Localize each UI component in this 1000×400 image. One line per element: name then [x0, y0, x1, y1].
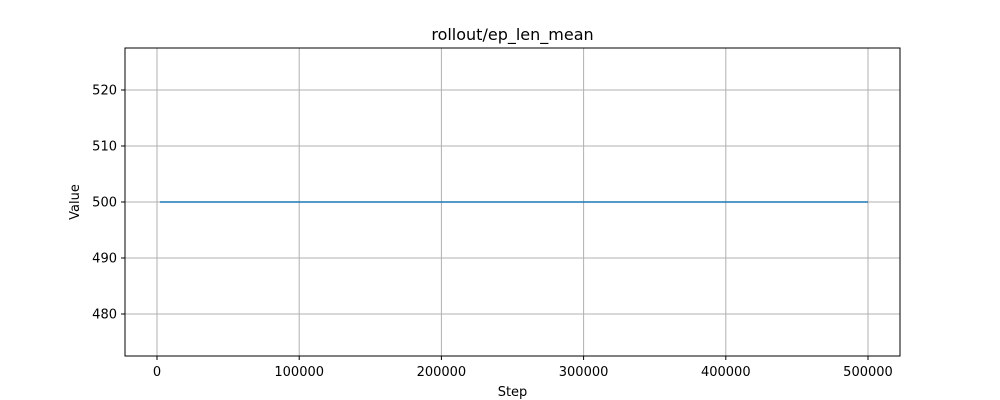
y-tick-label: 480: [92, 308, 117, 323]
x-tick-label: 400000: [701, 365, 751, 380]
y-tick-label: 490: [92, 252, 117, 267]
x-tick-label: 100000: [274, 365, 324, 380]
y-axis-title: Value: [68, 184, 83, 220]
x-tick-label: 200000: [417, 365, 467, 380]
x-tick-label: 0: [153, 365, 161, 380]
y-tick-label: 500: [92, 196, 117, 211]
x-axis-title: Step: [498, 385, 528, 400]
y-tick-label: 520: [92, 84, 117, 99]
x-tick-label: 300000: [559, 365, 609, 380]
y-tick-label: 510: [92, 140, 117, 155]
x-tick-label: 500000: [843, 365, 893, 380]
chart-title: rollout/ep_len_mean: [431, 25, 593, 45]
ticks: 0 100000 200000 300000 400000 500000 480 490 500…: [92, 84, 893, 381]
